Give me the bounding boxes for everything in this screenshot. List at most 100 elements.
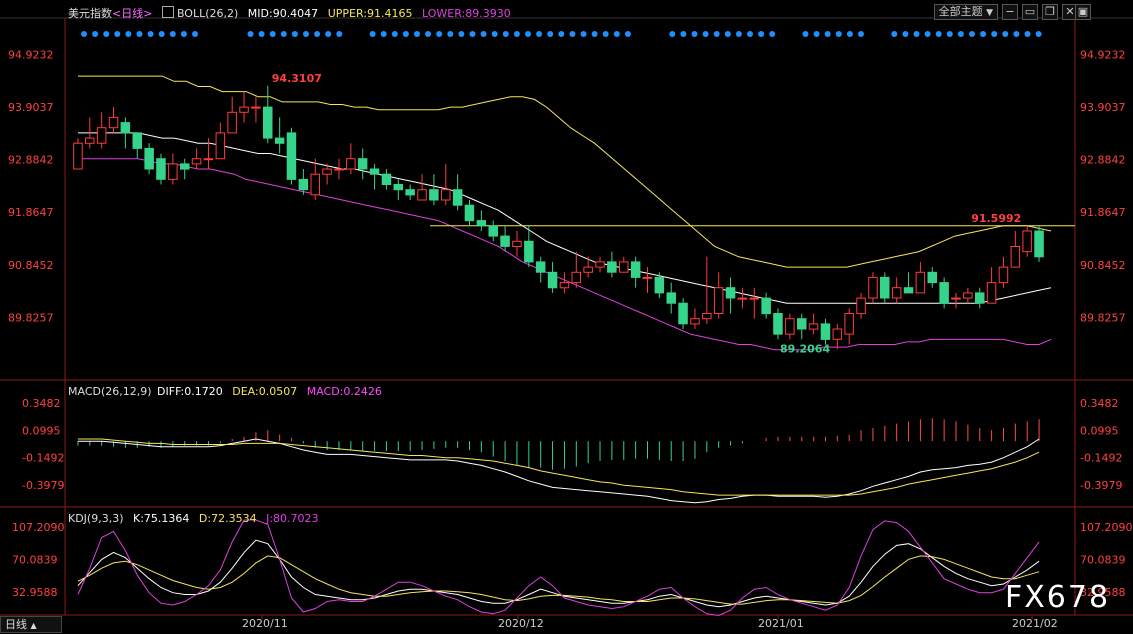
kdj-j-line [77, 519, 1040, 617]
boll-upper: UPPER:91.4165 [327, 7, 413, 20]
signal-dot [935, 31, 942, 37]
candle [713, 287, 724, 315]
kdj-k-line [77, 539, 1040, 608]
signal-dot [558, 31, 565, 37]
signal-dot [536, 31, 543, 37]
y-tick-label: 89.8257 [8, 311, 54, 324]
signal-dot [980, 31, 987, 37]
candle [607, 261, 617, 273]
axis-toggle-icon[interactable]: ▣ [1075, 4, 1091, 20]
restore-icon[interactable]: ❐ [1042, 4, 1058, 20]
signal-dot [314, 31, 321, 37]
candle [429, 189, 439, 201]
signal-dot [458, 31, 465, 37]
signal-dot [747, 31, 753, 37]
signal-dot [1035, 31, 1042, 37]
x-tick-label: 2021/01 [758, 617, 804, 630]
window-icon[interactable]: ▭ [1022, 4, 1038, 20]
kdj-tick-label: 32.9588 [1080, 586, 1126, 599]
candle [132, 132, 142, 149]
signal-dot [891, 31, 898, 37]
kdj-k: K:75.1364 [133, 512, 190, 525]
minus-icon[interactable]: − [1002, 4, 1018, 20]
signal-dot [769, 31, 776, 37]
signal-dot [713, 31, 720, 37]
signal-dot [824, 31, 831, 37]
y-tick-label: 92.8842 [1080, 154, 1126, 167]
candle [215, 132, 226, 160]
x-tick-label: 2020/11 [242, 617, 288, 630]
kdj-tick-label: 107.2090 [1080, 521, 1133, 534]
signal-dot [192, 31, 198, 37]
candle [322, 168, 332, 175]
y-tick-label: 90.8452 [8, 259, 54, 272]
candle [737, 297, 748, 300]
candle [702, 313, 712, 320]
y-tick-label: 93.9037 [1080, 101, 1126, 114]
y-tick-label: 91.8647 [8, 206, 54, 219]
candle [85, 137, 95, 144]
kdj-j: J:80.7023 [266, 512, 319, 525]
candle [310, 173, 320, 196]
macd-tick-label: 0.0995 [22, 424, 61, 437]
candle [725, 287, 736, 299]
signal-dot [502, 31, 509, 37]
candle [666, 292, 676, 304]
macd-title[interactable]: MACD(26,12,9) [68, 385, 152, 398]
candle [963, 292, 973, 299]
theme-button[interactable]: 全部主题 ▼ [933, 4, 998, 20]
signal-dot [1002, 31, 1009, 37]
candle [844, 313, 854, 335]
signal-dot [802, 31, 809, 37]
candle [144, 147, 154, 170]
candle [571, 271, 581, 284]
signal-dot [735, 31, 742, 37]
candle [951, 297, 961, 300]
price-annotation: 94.3107 [272, 72, 322, 85]
signal-dot [991, 31, 998, 37]
y-tick-label: 94.9232 [8, 48, 54, 61]
signal-dot [613, 31, 620, 37]
candle [808, 323, 819, 330]
signal-dot [513, 31, 520, 37]
signal-dot [436, 31, 443, 37]
signal-dot [1024, 31, 1031, 37]
candle [168, 163, 178, 180]
candle [488, 225, 498, 237]
candle [191, 158, 202, 165]
macd-tick-label: 0.3482 [22, 397, 61, 410]
candle [393, 184, 403, 191]
signal-dot [469, 31, 476, 37]
kdj-d-line [77, 555, 1040, 605]
candle [749, 297, 759, 300]
signal-dot [325, 31, 332, 37]
candle [998, 266, 1009, 284]
signal-dot [946, 31, 953, 37]
signal-dot [591, 31, 598, 37]
candle [417, 189, 427, 201]
signal-dot [303, 31, 309, 37]
candle [108, 116, 119, 129]
kdj-tick-label: 107.2090 [12, 521, 65, 534]
boll-mid: MID:90.4047 [247, 7, 319, 20]
signal-dot [81, 31, 87, 37]
boll-title[interactable]: BOLL(26,2) [176, 7, 239, 20]
macd-header: MACD(26,12,9) DIFF:0.1720 DEA:0.0507 MAC… [68, 385, 388, 398]
kdj-tick-label: 70.0839 [1080, 553, 1126, 566]
boll-toggle-icon[interactable] [161, 6, 174, 18]
x-tick-label: 2021/02 [1012, 617, 1058, 630]
period-tab[interactable]: 日线 ▲ [0, 616, 62, 633]
signal-dot [258, 31, 265, 37]
candle [500, 235, 510, 247]
kdj-title[interactable]: KDJ(9,3,3) [68, 512, 124, 525]
macd-value: MACD:0.2426 [306, 385, 382, 398]
period-selector[interactable]: <日线> [112, 7, 153, 20]
candle [464, 204, 475, 222]
signal-dot [136, 31, 143, 37]
candle [642, 276, 653, 279]
candle [120, 122, 131, 134]
candle [251, 106, 261, 109]
candle [856, 297, 866, 315]
candle [927, 271, 937, 284]
kdj-d: D:72.3534 [198, 512, 257, 525]
